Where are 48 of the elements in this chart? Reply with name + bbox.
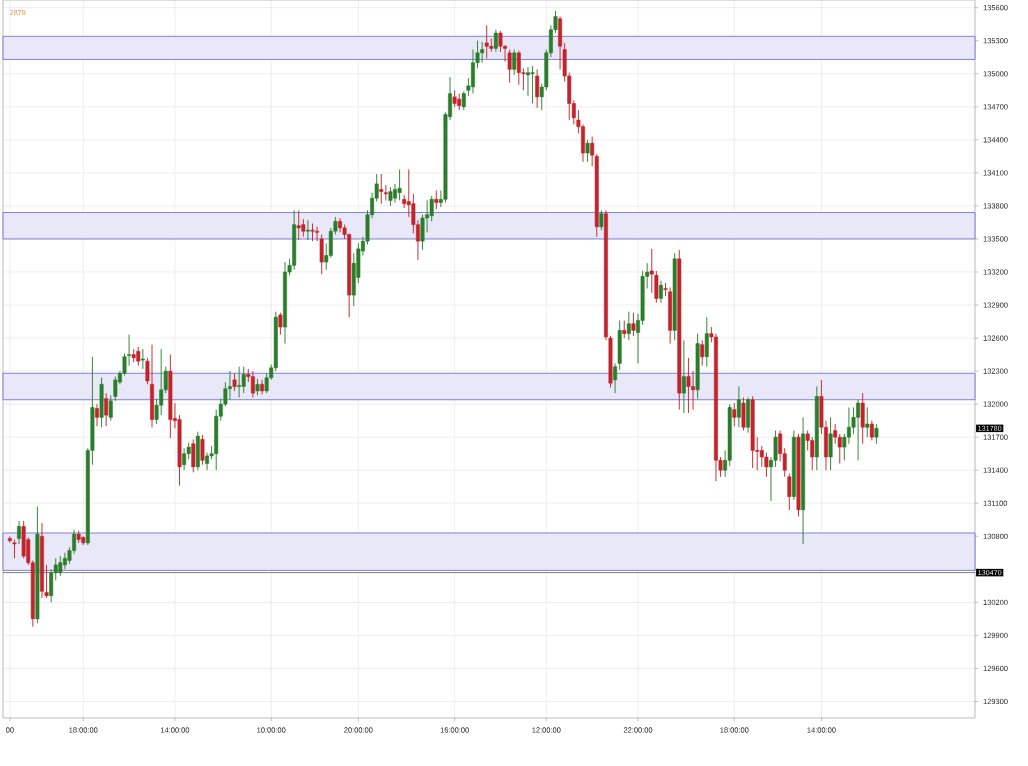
candlestick (649, 248, 654, 294)
candlestick (686, 357, 691, 414)
candlestick (631, 312, 636, 337)
candlestick (787, 473, 792, 511)
candlestick (241, 366, 246, 394)
candlestick (108, 394, 113, 422)
candlestick (535, 68, 540, 109)
candlestick (305, 219, 310, 241)
candlestick (654, 270, 659, 304)
candlestick (461, 90, 466, 111)
candlestick (585, 139, 590, 163)
candlestick (260, 379, 265, 395)
candlestick (278, 312, 283, 336)
candlestick (388, 186, 393, 207)
candlestick (191, 438, 196, 473)
candlestick (626, 311, 631, 341)
candlestick (493, 29, 498, 53)
candlestick (874, 423, 879, 445)
candlestick (681, 339, 686, 414)
candlestick (397, 169, 402, 201)
candlestick (182, 447, 187, 471)
candlestick (250, 370, 255, 398)
candlestick (7, 535, 12, 544)
candlestick (17, 520, 22, 545)
candlestick (95, 403, 99, 427)
candlestick (658, 280, 663, 304)
candlestick (732, 402, 737, 427)
candlestick (237, 366, 242, 398)
candlestick (865, 406, 870, 438)
candlestick (613, 362, 618, 394)
candlestick (383, 184, 388, 201)
candlestick (599, 209, 604, 231)
candlestick (227, 370, 232, 401)
candlestick (704, 316, 709, 368)
candlestick (104, 392, 109, 427)
candlestick (828, 416, 833, 471)
candlestick (49, 568, 54, 603)
candlestick (140, 348, 145, 370)
candlestick (200, 434, 205, 466)
candlestick (434, 190, 439, 210)
candlestick (512, 49, 517, 76)
candlestick (507, 49, 512, 84)
candlestick (12, 539, 17, 559)
candlestick (530, 65, 535, 104)
candlestick (700, 339, 705, 367)
candlestick (869, 420, 874, 441)
candlestick (379, 173, 384, 205)
candlestick (736, 386, 741, 428)
